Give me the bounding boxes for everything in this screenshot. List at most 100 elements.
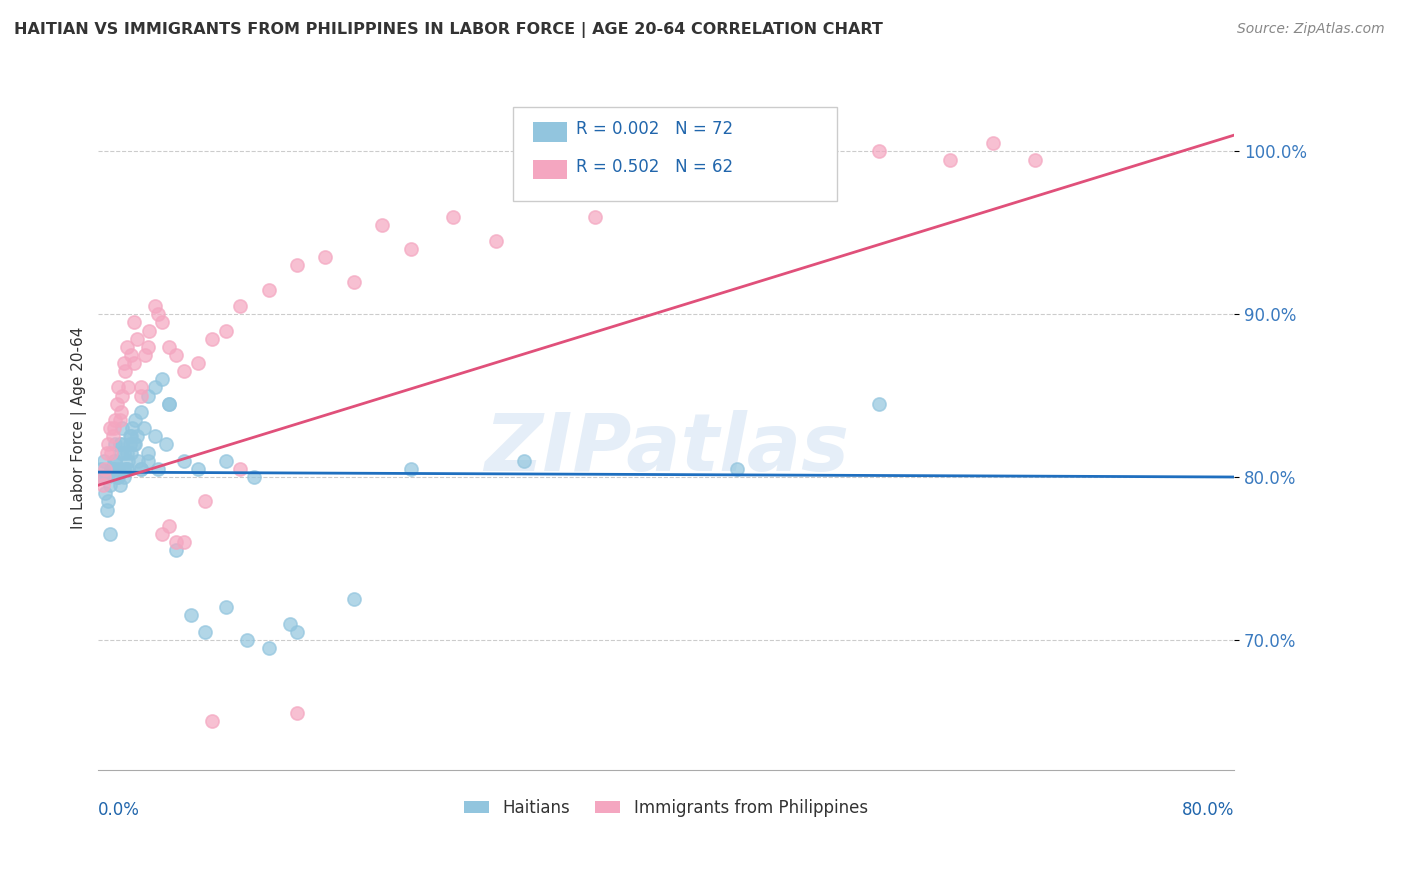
Point	[111, 421, 134, 435]
Point	[725, 153, 748, 167]
Point	[100, 462, 122, 476]
Point	[98, 478, 121, 492]
Point	[108, 413, 131, 427]
Point	[112, 462, 135, 476]
Point	[201, 714, 224, 728]
Point	[120, 348, 142, 362]
Point	[257, 640, 280, 655]
Point	[285, 259, 308, 273]
Point	[187, 462, 209, 476]
Point	[150, 527, 173, 541]
Point	[129, 405, 152, 419]
Point	[101, 462, 124, 476]
Point	[136, 389, 159, 403]
Point	[157, 519, 180, 533]
Point	[115, 462, 138, 476]
Point	[129, 462, 152, 476]
Point	[125, 429, 148, 443]
Point	[129, 389, 152, 403]
Point	[165, 543, 187, 558]
Point	[94, 462, 117, 476]
Point	[143, 299, 166, 313]
Point	[314, 250, 336, 264]
Point	[105, 470, 128, 484]
Text: 80.0%: 80.0%	[1181, 800, 1234, 819]
Point	[132, 421, 155, 435]
Point	[201, 332, 224, 346]
Point	[122, 437, 145, 451]
Point	[122, 315, 145, 329]
Point	[285, 706, 308, 720]
Point	[215, 324, 238, 338]
Point	[173, 364, 195, 378]
Point	[110, 445, 132, 459]
Point	[115, 340, 138, 354]
Point	[343, 275, 366, 289]
Point	[104, 413, 127, 427]
Point	[112, 356, 135, 370]
Point	[157, 340, 180, 354]
Point	[194, 624, 217, 639]
Point	[105, 397, 128, 411]
Point	[797, 128, 820, 143]
Point	[96, 470, 118, 484]
Point	[101, 429, 124, 443]
Text: ZIPatlas: ZIPatlas	[484, 409, 849, 488]
Point	[441, 210, 464, 224]
Point	[655, 185, 678, 199]
Point	[129, 462, 152, 476]
Point	[155, 437, 177, 451]
Point	[180, 608, 202, 623]
Point	[117, 380, 139, 394]
Point	[100, 445, 122, 459]
Point	[127, 454, 149, 468]
Point	[111, 389, 134, 403]
Point	[173, 535, 195, 549]
Point	[215, 454, 238, 468]
Point	[96, 445, 118, 459]
Point	[103, 454, 125, 468]
Text: Source: ZipAtlas.com: Source: ZipAtlas.com	[1237, 22, 1385, 37]
Point	[143, 429, 166, 443]
Point	[343, 592, 366, 607]
Point	[125, 332, 148, 346]
Point	[94, 486, 117, 500]
Point	[122, 356, 145, 370]
Point	[101, 462, 124, 476]
Point	[112, 445, 135, 459]
Point	[118, 429, 141, 443]
Point	[124, 437, 146, 451]
Point	[104, 454, 127, 468]
Point	[124, 413, 146, 427]
Point	[93, 470, 115, 484]
Point	[285, 624, 308, 639]
Point	[107, 470, 129, 484]
Point	[107, 462, 129, 476]
Text: 0.0%: 0.0%	[98, 800, 141, 819]
Point	[229, 462, 252, 476]
Point	[108, 478, 131, 492]
Point	[96, 502, 118, 516]
Point	[93, 470, 115, 484]
Point	[98, 421, 121, 435]
Point	[187, 356, 209, 370]
Point	[146, 462, 169, 476]
Point	[115, 462, 138, 476]
Point	[112, 470, 135, 484]
Point	[136, 445, 159, 459]
Point	[194, 494, 217, 508]
Point	[150, 372, 173, 386]
Point	[120, 445, 142, 459]
Point	[513, 454, 536, 468]
Point	[157, 397, 180, 411]
Point	[165, 348, 187, 362]
Point	[165, 535, 187, 549]
Text: R = 0.502   N = 62: R = 0.502 N = 62	[576, 158, 734, 176]
Point	[90, 462, 112, 476]
Text: HAITIAN VS IMMIGRANTS FROM PHILIPPINES IN LABOR FORCE | AGE 20-64 CORRELATION CH: HAITIAN VS IMMIGRANTS FROM PHILIPPINES I…	[14, 22, 883, 38]
Point	[725, 462, 748, 476]
Point	[146, 307, 169, 321]
Point	[939, 153, 962, 167]
Point	[399, 462, 422, 476]
Point	[107, 380, 129, 394]
